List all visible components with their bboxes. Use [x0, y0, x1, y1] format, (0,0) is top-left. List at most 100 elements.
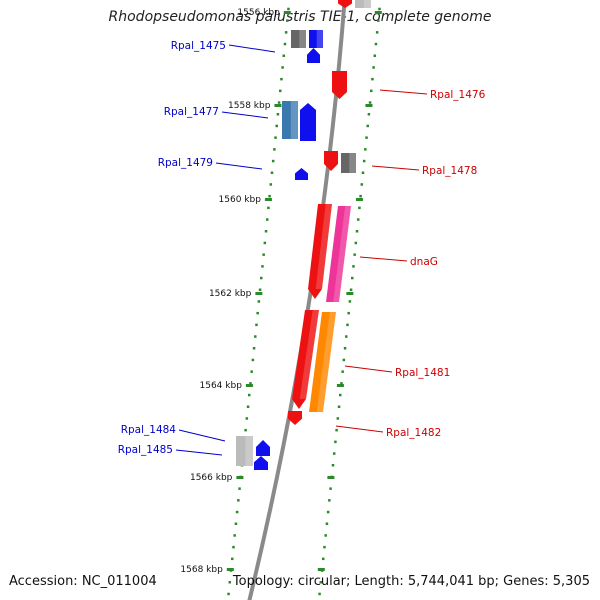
gene-rpal-1476	[332, 71, 347, 99]
scale-tick-mark	[237, 499, 240, 502]
scale-tick-mark	[360, 183, 364, 186]
scale-tick-mark	[373, 54, 377, 57]
gene-labels: Rpal_1475 Rpal_1477 Rpal_1479 Rpal_1484 Rpal…	[118, 40, 486, 456]
scale-tick-mark	[264, 230, 268, 233]
gene-label: Rpal_1477	[164, 106, 219, 118]
scale-tick-mark	[355, 230, 359, 233]
gene-label-leader	[335, 425, 384, 433]
scale-tick-mark	[321, 557, 325, 561]
scale-tick-mark	[271, 159, 275, 163]
scale-tick-mark	[354, 241, 358, 245]
scale-tick-mark	[358, 206, 361, 210]
gene-label: Rpal_1482	[386, 427, 441, 439]
scale-tick-mark	[336, 417, 340, 420]
scale-tick-mark	[279, 89, 282, 93]
kbp-major-tick	[236, 476, 244, 479]
gene-label: Rpal_1475	[171, 40, 226, 52]
scale-tick-mark	[261, 265, 264, 268]
scale-tick-mark	[284, 31, 288, 34]
scale-tick-mark	[280, 77, 283, 81]
scale-tick-mark	[262, 253, 265, 256]
gene-rpal-1484-gray-shade	[245, 436, 253, 466]
gene-label-leader	[178, 429, 226, 442]
gene-rpal-1481	[309, 312, 336, 412]
scale-tick-mark	[323, 545, 326, 549]
scale-tick-mark	[326, 510, 330, 514]
scale-tick-mark	[343, 347, 347, 350]
scale-tick-mark	[374, 42, 378, 46]
kbp-label: 1558 kbp	[228, 101, 271, 111]
kbp-scale: 1556 kbp 1558 kbp 1560 kbp 1562 kbp 1564 kbp…	[180, 8, 382, 575]
scale-tick-mark	[227, 592, 230, 596]
gene-label-leader	[228, 44, 276, 53]
map-title: Rhodopseudomonas palustris TIE-1, comple…	[108, 9, 492, 25]
scale-tick-mark	[283, 42, 287, 46]
scale-tick-mark	[362, 159, 366, 163]
scale-tick-mark	[341, 370, 344, 373]
scale-tick-mark	[318, 592, 321, 596]
kbp-major-tick	[355, 198, 363, 201]
gene-rpal-1482	[288, 411, 302, 425]
gene-features	[236, 0, 371, 470]
kbp-label: 1566 kbp	[190, 473, 233, 483]
kbp-label: 1564 kbp	[200, 381, 243, 391]
scale-tick-mark	[251, 358, 255, 362]
gene-blue-top	[309, 30, 323, 48]
scale-tick-mark	[365, 136, 368, 139]
scale-tick-mark	[235, 510, 239, 514]
scale-tick-mark	[277, 101, 281, 104]
gene-label: Rpal_1481	[395, 367, 450, 379]
scale-tick-mark	[368, 101, 372, 104]
scale-tick-mark	[353, 253, 356, 256]
gene-label-leader	[359, 256, 408, 262]
gene-label-leader	[175, 449, 223, 456]
scale-tick-mark	[319, 581, 323, 584]
gene-label: dnaG	[410, 256, 438, 268]
scale-tick-mark	[270, 171, 274, 174]
gene-top-gray	[355, 0, 371, 8]
scale-tick-mark	[367, 113, 371, 116]
gene-dnaG-red	[308, 204, 332, 299]
scale-tick-mark	[269, 183, 273, 186]
kbp-major-tick	[255, 292, 263, 295]
gene-rpal-1481-red-shade	[299, 310, 319, 399]
topology-summary: Topology: circular; Length: 5,744,041 bp…	[232, 574, 590, 589]
scale-tick-mark	[273, 148, 276, 151]
scale-tick-mark	[267, 206, 270, 210]
gene-top-red	[338, 0, 352, 8]
gene-label-leader	[221, 111, 269, 119]
scale-tick-mark	[351, 276, 354, 280]
scale-tick-mark	[370, 89, 373, 93]
scale-tick-mark	[331, 464, 335, 467]
gene-label: Rpal_1479	[158, 157, 213, 169]
gene-rpal-1484	[256, 440, 270, 456]
gene-rpal-1479	[295, 168, 308, 180]
scale-tick-mark	[274, 136, 277, 139]
scale-tick-mark	[325, 522, 329, 525]
scale-tick-mark	[265, 218, 269, 221]
kbp-major-tick	[283, 11, 291, 14]
scale-tick-mark	[361, 171, 365, 174]
accession-text: Accession: NC_011004	[9, 574, 157, 589]
scale-tick-mark	[260, 276, 263, 280]
scale-tick-mark	[246, 405, 250, 408]
scale-tick-mark	[364, 148, 367, 151]
gene-dnaG	[326, 206, 351, 302]
scale-tick-mark	[377, 19, 380, 22]
gene-blue-top-shade	[316, 30, 323, 48]
scale-tick-mark	[244, 428, 247, 432]
kbp-major-tick	[245, 384, 253, 387]
kbp-major-tick	[226, 568, 234, 571]
kbp-major-tick	[336, 384, 344, 387]
gene-label-leader	[379, 89, 428, 95]
gene-label: Rpal_1476	[430, 89, 486, 101]
kbp-major-tick	[327, 476, 335, 479]
gene-rpal-1481-shade	[316, 312, 336, 412]
gene-rpal-1478-a	[324, 151, 338, 171]
scale-tick-mark	[371, 77, 374, 81]
gene-rpal-1485	[254, 456, 268, 470]
gene-rpal-1475-partner	[291, 30, 306, 48]
kbp-major-tick	[274, 104, 282, 107]
